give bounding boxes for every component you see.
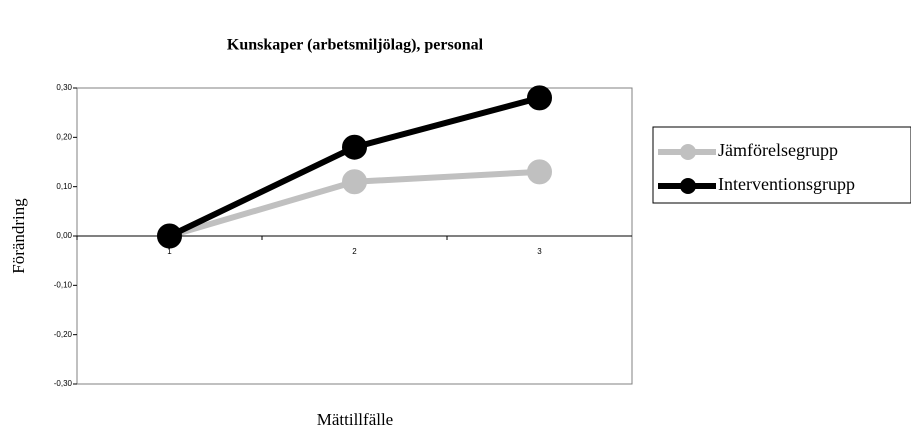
y-tick-label: 0,20: [56, 132, 72, 141]
y-tick-label: -0,20: [54, 330, 73, 339]
y-tick-label: 0,00: [56, 231, 72, 240]
y-tick-label: -0,10: [54, 280, 73, 289]
x-tick-label: 2: [352, 247, 357, 256]
legend: [652, 126, 911, 204]
y-tick-label: 0,30: [56, 83, 72, 92]
series-marker: [527, 159, 552, 185]
series-marker: [157, 223, 182, 249]
y-axis-label: Förändring: [9, 198, 28, 274]
series-marker: [342, 169, 367, 195]
y-tick-label: 0,10: [56, 182, 72, 191]
x-tick-label: 1: [167, 247, 172, 256]
y-tick-label: -0,30: [54, 379, 73, 388]
series-marker: [342, 134, 367, 160]
legend-marker: [680, 178, 696, 194]
x-tick-label: 3: [537, 247, 542, 256]
series-marker: [527, 85, 552, 111]
chart-title: Kunskaper (arbetsmiljölag), personal: [227, 37, 484, 54]
x-axis-label: Mättillfälle: [317, 410, 393, 429]
legend-label: Jämförelsegrupp: [718, 140, 838, 160]
legend-label: Interventionsgrupp: [718, 174, 855, 194]
series-line: [168, 94, 541, 239]
legend-marker: [680, 144, 696, 160]
